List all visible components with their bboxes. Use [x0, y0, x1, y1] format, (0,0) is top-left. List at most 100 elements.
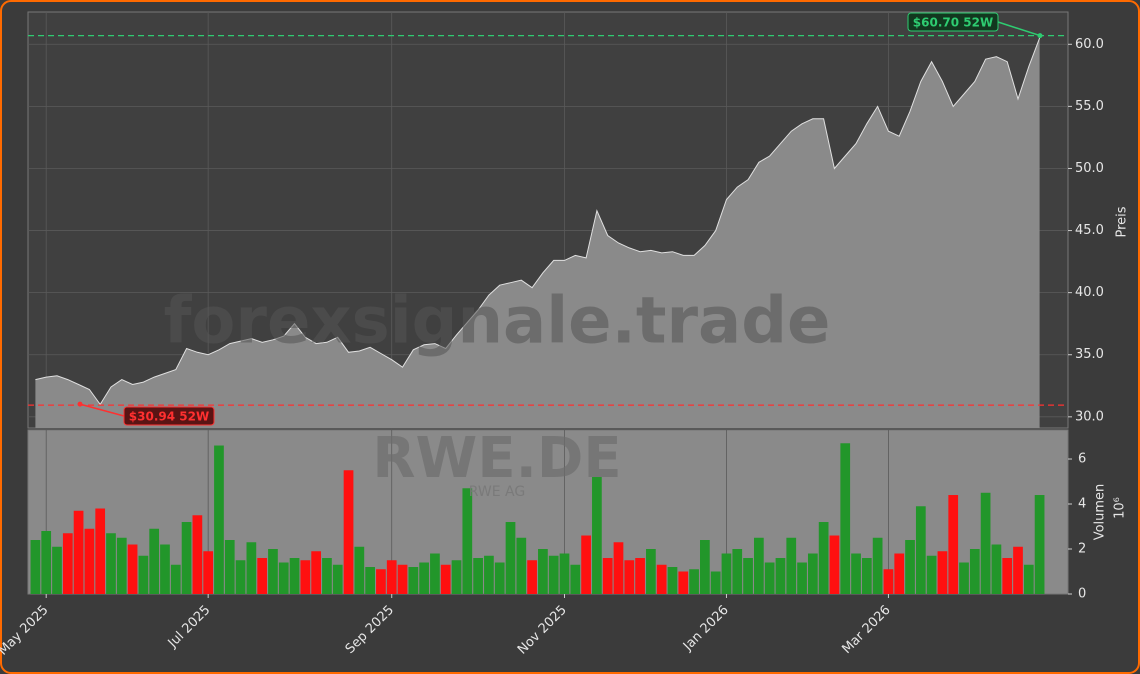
- y2-tick-label: 4: [1078, 497, 1086, 512]
- volume-bar: [807, 553, 818, 594]
- volume-bar: [386, 560, 397, 594]
- volume-bar: [592, 477, 602, 594]
- volume-bar: [84, 528, 95, 594]
- watermark: forexsignale.trade: [164, 285, 831, 359]
- volume-bar: [527, 560, 537, 594]
- volume-bar: [753, 537, 764, 594]
- volume-bar: [915, 506, 926, 594]
- volume-bar: [991, 544, 1002, 594]
- volume-bar: [62, 533, 73, 594]
- volume-bar: [516, 537, 527, 594]
- volume-bar: [505, 522, 516, 594]
- volume-bar: [30, 540, 41, 594]
- volume-bar: [656, 564, 667, 594]
- symbol-watermark: RWE.DE: [372, 426, 621, 491]
- volume-bar: [775, 558, 786, 594]
- volume-bar: [980, 492, 991, 594]
- volume-bar: [214, 445, 224, 594]
- price-line: [35, 37, 1041, 406]
- volume-bar: [451, 560, 462, 594]
- volume-bar: [872, 537, 883, 594]
- annotation-box: [907, 12, 999, 32]
- y-tick-label: 30.0: [1075, 409, 1104, 424]
- volume-bar: [1034, 495, 1045, 594]
- volume-bar: [581, 535, 591, 594]
- y-tick-label: 40.0: [1075, 285, 1104, 300]
- volume-bar: [41, 531, 52, 594]
- volume-bar: [570, 564, 581, 594]
- y-tick-label: 45.0: [1075, 223, 1104, 238]
- y2-tick-label: 2: [1078, 542, 1086, 557]
- y2-tick-label: 6: [1078, 452, 1086, 467]
- volume-bar: [538, 549, 548, 594]
- volume-bar: [743, 558, 753, 594]
- volume-bar: [149, 528, 160, 594]
- volume-bar: [851, 553, 861, 594]
- annotation-arrow: [79, 403, 125, 417]
- volume-bar: [95, 508, 106, 594]
- company-watermark: RWE AG: [469, 484, 525, 500]
- volume-bar: [797, 562, 807, 594]
- marks: [30, 37, 1045, 594]
- volume-bar: [235, 560, 246, 594]
- y-tick-label: 60.0: [1075, 37, 1104, 52]
- volume-bar: [322, 558, 332, 594]
- volume-bar: [311, 551, 322, 594]
- volume-bar: [969, 549, 980, 594]
- volume-bar: [278, 562, 289, 594]
- volume-bar: [224, 540, 235, 594]
- volume-bar: [602, 558, 613, 594]
- volume-bar: [430, 553, 440, 594]
- volume-bar: [926, 555, 937, 594]
- volume-bar: [181, 522, 192, 594]
- y-tick-label: 55.0: [1075, 99, 1104, 114]
- annotation-arrow-head: [1037, 33, 1043, 39]
- volume-bar: [397, 564, 408, 594]
- price-area: [35, 38, 1040, 428]
- y-tick-label: 35.0: [1075, 347, 1104, 362]
- volume-bar: [840, 443, 851, 594]
- volume-bar: [354, 546, 365, 594]
- y-tick-label: 50.0: [1075, 161, 1104, 176]
- volume-bar: [624, 560, 635, 594]
- annotation-label: $60.70 52W: [913, 16, 993, 30]
- volume-bar: [440, 564, 451, 594]
- volume-bar: [246, 542, 257, 594]
- volume-bar: [365, 567, 375, 594]
- volume-bar: [1013, 546, 1023, 594]
- volume-bar: [689, 569, 699, 594]
- volume-bar: [861, 558, 872, 594]
- volume-bar: [700, 540, 710, 594]
- volume-bar: [257, 558, 268, 594]
- volume-bar: [138, 555, 149, 594]
- volume-bar: [192, 515, 203, 594]
- volume-bar: [559, 553, 570, 594]
- volume-bar: [1002, 558, 1013, 594]
- volume-bar: [343, 470, 354, 594]
- y2-axis-label: Volumen: [1093, 484, 1108, 541]
- y2-tick-label: 0: [1078, 587, 1086, 602]
- volume-bar: [818, 522, 829, 594]
- volume-bar: [959, 562, 969, 594]
- volume-bar: [484, 555, 494, 594]
- volume-bar: [548, 555, 559, 594]
- volume-bar: [667, 567, 678, 594]
- volume-bar: [764, 562, 775, 594]
- volume-bar: [127, 544, 138, 594]
- y2-unit: 10⁶: [1113, 497, 1128, 519]
- annotation-arrow-head: [77, 401, 83, 407]
- volume-bar: [116, 537, 127, 594]
- volume-bar: [710, 571, 721, 594]
- volume-bar: [289, 558, 300, 594]
- volume-bar: [268, 549, 278, 594]
- volume-bar: [408, 567, 419, 594]
- volume-bar: [948, 495, 959, 594]
- volume-bar: [494, 562, 505, 594]
- volume-bar: [376, 569, 386, 594]
- volume-bar: [905, 540, 915, 594]
- volume-bar: [106, 533, 116, 594]
- volume-bar: [300, 560, 311, 594]
- volume-bar: [462, 488, 473, 594]
